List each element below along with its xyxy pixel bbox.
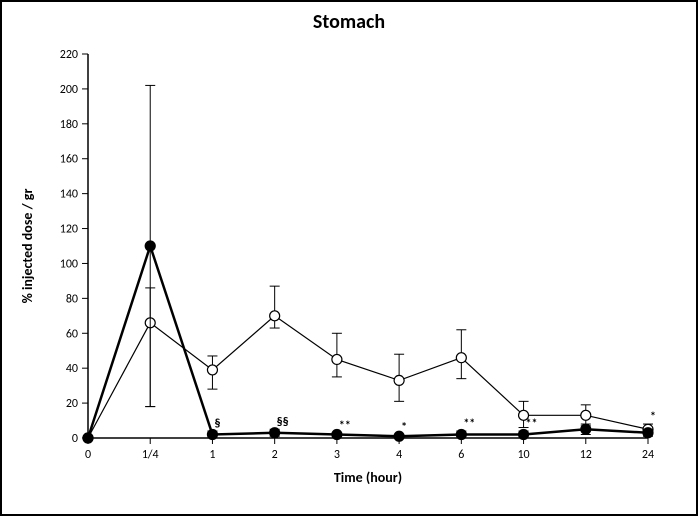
svg-text:220: 220 <box>60 48 78 62</box>
svg-text:12: 12 <box>580 448 592 462</box>
svg-text:§: § <box>214 417 220 431</box>
chart-svg: 02040608010012014016018020022001/4123461… <box>2 34 696 510</box>
svg-text:Time (hour): Time (hour) <box>334 469 402 486</box>
svg-text:60: 60 <box>66 327 78 341</box>
svg-text:0: 0 <box>85 448 91 462</box>
svg-text:10: 10 <box>517 448 529 462</box>
svg-text:3: 3 <box>334 448 340 462</box>
svg-text:0: 0 <box>72 432 78 446</box>
svg-text:*: * <box>650 410 656 424</box>
svg-text:120: 120 <box>60 223 78 237</box>
svg-text:100: 100 <box>60 257 78 271</box>
svg-text:4: 4 <box>396 448 402 462</box>
svg-text:1/4: 1/4 <box>142 448 159 462</box>
svg-text:40: 40 <box>66 362 78 376</box>
svg-text:20: 20 <box>66 397 78 411</box>
svg-text:**: ** <box>339 419 351 433</box>
chart-frame: Stomach 0 20 40 60 80 100 120 140 160 180 200 220 0 1… <box>0 0 698 516</box>
chart-plot-area: 02040608010012014016018020022001/4123461… <box>2 34 696 510</box>
svg-text:140: 140 <box>60 188 78 202</box>
svg-text:% injected dose / gr: % injected dose / gr <box>19 189 36 304</box>
svg-text:160: 160 <box>60 153 78 167</box>
svg-text:2: 2 <box>272 448 278 462</box>
svg-text:6: 6 <box>458 448 464 462</box>
svg-text:180: 180 <box>60 118 78 132</box>
svg-text:**: ** <box>463 417 475 431</box>
svg-text:1: 1 <box>209 448 215 462</box>
chart-title: Stomach <box>2 10 696 34</box>
svg-text:200: 200 <box>60 83 78 97</box>
svg-text:80: 80 <box>66 292 78 306</box>
svg-text:**: ** <box>526 417 538 431</box>
svg-text:§§: §§ <box>277 415 289 429</box>
svg-text:*: * <box>401 421 407 435</box>
svg-text:24: 24 <box>642 448 654 462</box>
